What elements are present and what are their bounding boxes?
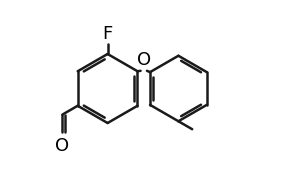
- Text: O: O: [55, 137, 69, 155]
- Text: F: F: [102, 25, 113, 43]
- Text: O: O: [137, 51, 151, 69]
